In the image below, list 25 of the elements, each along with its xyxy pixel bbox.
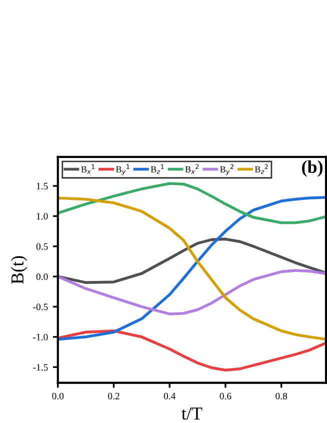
legend-label: B$_{z}$$^{1}$ bbox=[150, 164, 164, 174]
y-tick-label: 0.5 bbox=[36, 243, 48, 250]
y-tick-label: 1.0 bbox=[36, 213, 48, 220]
y-tick-label: -1.0 bbox=[33, 334, 48, 340]
x-tick-label: 0.4 bbox=[164, 392, 176, 400]
legend-label: B$_{y}$$^{2}$ bbox=[220, 164, 234, 176]
y-tick-label: 0.0 bbox=[36, 273, 48, 280]
legend-label: B$_{z}$$^{2}$ bbox=[254, 164, 268, 174]
y-tick-label: -1.5 bbox=[33, 364, 48, 371]
line-series bbox=[58, 329, 326, 372]
x-tick-label: 0.0 bbox=[52, 392, 64, 400]
line-series bbox=[58, 182, 326, 224]
legend-label: B$_{x}$$^{1}$ bbox=[81, 164, 95, 174]
y-axis-title: B(t) bbox=[10, 256, 28, 284]
annotation: (b) bbox=[302, 160, 323, 177]
legend-label: B$_{x}$$^{2}$ bbox=[185, 164, 199, 174]
legend-label: B$_{y}$$^{1}$ bbox=[116, 164, 130, 176]
x-tick-label: 0.8 bbox=[276, 392, 288, 400]
y-tick-label: -0.5 bbox=[33, 304, 48, 310]
line-series bbox=[58, 238, 326, 284]
y-tick-label: 1.5 bbox=[36, 182, 48, 190]
x-tick-label: 0.6 bbox=[220, 392, 232, 400]
x-axis-title: t/T bbox=[182, 408, 202, 420]
line-series bbox=[58, 269, 326, 316]
x-tick-label: 0.2 bbox=[108, 392, 120, 400]
